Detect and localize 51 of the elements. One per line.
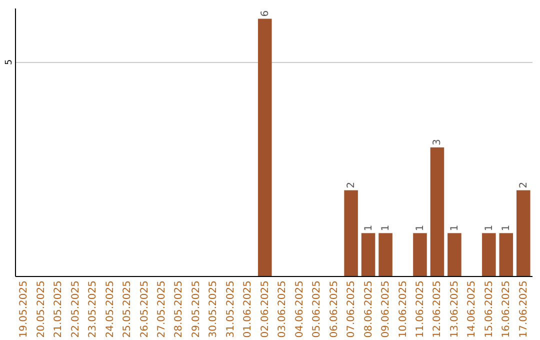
x-tick-label: 06.06.2025	[328, 280, 340, 338]
x-tick-label: 16.06.2025	[501, 280, 512, 338]
x-tick-label: 17.06.2025	[518, 280, 530, 338]
x-tick-label: 01.06.2025	[242, 280, 254, 338]
bar	[344, 190, 358, 276]
data-label: 1	[363, 224, 374, 232]
x-tick-label: 10.06.2025	[398, 280, 409, 338]
x-tick-label: 20.05.2025	[36, 280, 47, 338]
bar	[413, 233, 427, 276]
bar	[258, 18, 272, 276]
data-label: 6	[260, 10, 271, 17]
x-tick-label: 03.06.2025	[277, 280, 288, 338]
x-tick-label: 11.06.2025	[414, 280, 426, 338]
data-label: 2	[518, 182, 530, 188]
x-tick-label: 13.06.2025	[449, 280, 460, 338]
x-tick-label: 14.06.2025	[466, 280, 478, 338]
x-tick-label: 26.05.2025	[139, 280, 150, 338]
data-label: 1	[414, 224, 426, 232]
x-tick-label: 28.05.2025	[174, 280, 185, 338]
data-label: 1	[449, 224, 460, 232]
x-tick-label: 27.05.2025	[156, 280, 168, 338]
y-tick-label: 5	[4, 59, 14, 65]
x-tick-label: 12.06.2025	[432, 280, 444, 338]
x-tick-label: 21.05.2025	[53, 280, 64, 338]
x-tick-label: 15.06.2025	[484, 280, 495, 338]
data-label: 1	[501, 224, 512, 232]
bar	[448, 233, 462, 276]
data-label: 2	[346, 182, 358, 188]
x-tick-label: 25.05.2025	[122, 280, 134, 338]
bar	[516, 190, 530, 276]
x-tick-label: 04.06.2025	[294, 280, 306, 338]
x-tick-label: 22.05.2025	[70, 280, 82, 338]
bar	[482, 233, 496, 276]
x-tick-label: 23.05.2025	[88, 280, 99, 338]
data-label: 3	[432, 138, 444, 146]
x-tick-label: 07.06.2025	[346, 280, 358, 338]
x-tick-label: 09.06.2025	[380, 280, 392, 338]
x-tick-label: 29.05.2025	[190, 280, 202, 338]
x-tick-label: 05.06.2025	[312, 280, 323, 338]
x-tick-label: 31.05.2025	[225, 280, 236, 338]
data-label: 1	[380, 224, 392, 232]
data-label: 1	[484, 224, 495, 232]
x-tick-label: 19.05.2025	[18, 280, 30, 338]
x-tick-label: 08.06.2025	[363, 280, 374, 338]
x-tick-label: 02.06.2025	[260, 280, 271, 338]
bar	[430, 147, 444, 276]
bar	[361, 233, 376, 276]
x-tick-label: 30.05.2025	[208, 280, 220, 338]
bar	[499, 233, 514, 276]
x-tick-label: 24.05.2025	[104, 280, 116, 338]
bar	[378, 233, 392, 276]
